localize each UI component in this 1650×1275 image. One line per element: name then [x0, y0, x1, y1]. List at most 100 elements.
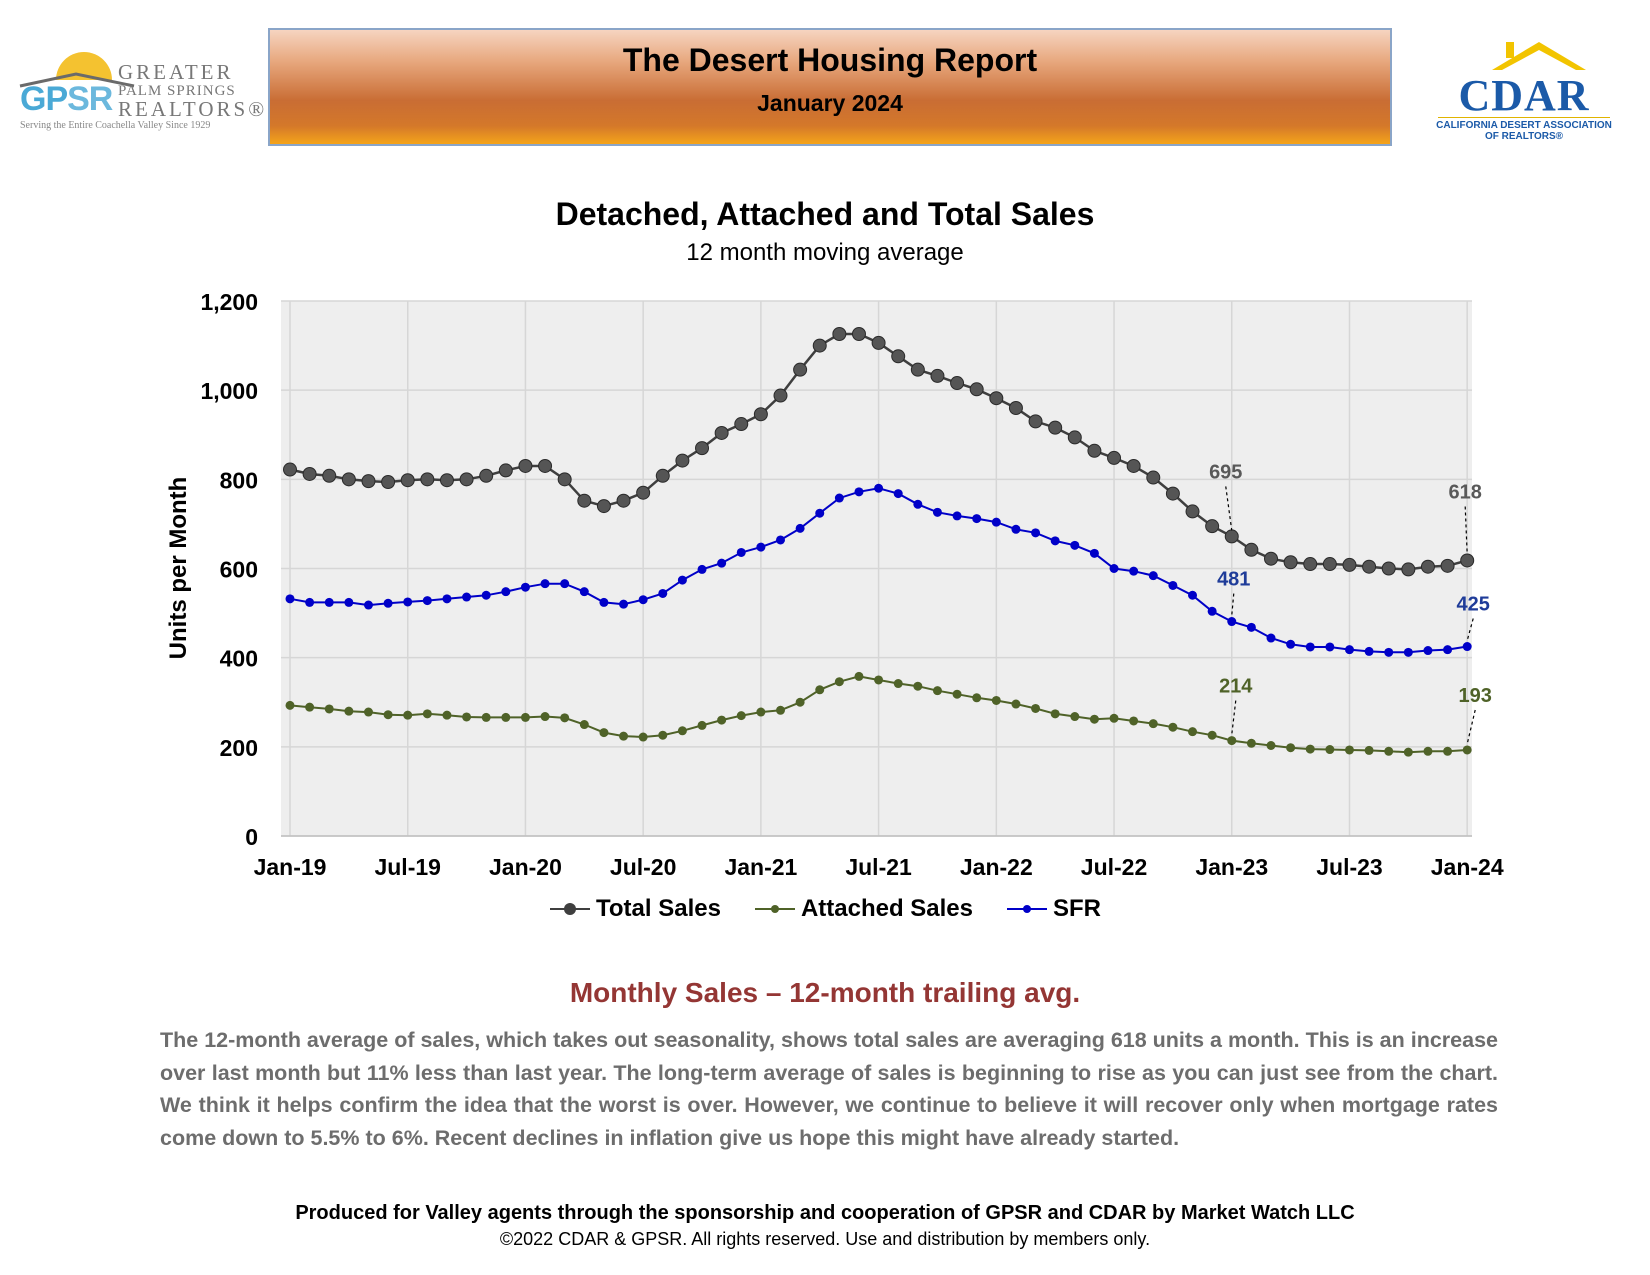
- attached-sales-point: [854, 671, 864, 681]
- attached-sales-point: [1031, 703, 1041, 713]
- legend-sfr-marker: [1007, 905, 1048, 913]
- cdar-name-line1: CALIFORNIA DESERT ASSOCIATION: [1436, 120, 1612, 131]
- attached-sales-point: [1325, 745, 1335, 755]
- total-sales-point: [400, 473, 415, 488]
- total-sales-point: [341, 472, 356, 487]
- annotation-leader: [1231, 593, 1235, 616]
- attached-sales-point: [756, 707, 766, 717]
- sfr-point: [1109, 564, 1119, 573]
- y-tick-label: 0: [245, 824, 258, 850]
- y-tick-label: 1,200: [200, 289, 258, 315]
- data-label: 481: [1217, 569, 1250, 591]
- chart-legend: Total Sales Attached Sales SFR: [548, 895, 1101, 923]
- cdar-abbr: CDAR: [1458, 71, 1590, 120]
- y-tick-label: 800: [220, 467, 258, 493]
- data-label: 618: [1449, 481, 1482, 503]
- attached-sales-point: [776, 705, 785, 715]
- attached-sales-point: [481, 712, 491, 722]
- total-sales-point: [459, 472, 474, 487]
- attached-sales-point: [1148, 719, 1158, 729]
- attached-sales-point: [520, 712, 530, 722]
- sfr-point: [1129, 566, 1139, 576]
- sfr-point: [1344, 645, 1354, 655]
- legend-total-marker: [550, 903, 590, 915]
- x-tick-label: Jul-23: [1316, 854, 1382, 880]
- total-sales-point: [871, 335, 886, 350]
- total-sales-point: [596, 499, 611, 514]
- gpsr-name-line2: PALM SPRINGS: [118, 83, 236, 99]
- attached-sales-point: [540, 712, 550, 722]
- sfr-point: [501, 587, 511, 597]
- attached-sales-point: [1168, 722, 1178, 732]
- sfr-point: [599, 597, 609, 607]
- attached-sales-point: [815, 685, 825, 695]
- attached-sales-point: [991, 695, 1001, 705]
- sfr-point: [1207, 606, 1217, 616]
- attached-sales-point: [736, 711, 746, 721]
- attached-sales-point: [579, 720, 589, 730]
- sfr-point: [913, 499, 923, 509]
- total-sales-point: [812, 338, 827, 353]
- total-sales-point: [1067, 430, 1082, 445]
- sfr-point: [972, 514, 982, 524]
- total-sales-point: [361, 474, 376, 489]
- gpsr-tagline: Serving the Entire Coachella Valley Sinc…: [20, 120, 211, 131]
- legend-sfr: SFR: [1005, 895, 1101, 923]
- sfr-point: [403, 597, 413, 607]
- sfr-point: [756, 542, 766, 552]
- total-sales-point: [1028, 414, 1043, 429]
- total-sales-point: [1048, 420, 1063, 435]
- data-label: 695: [1209, 461, 1242, 483]
- total-sales-point: [1107, 450, 1122, 465]
- gpsr-name-line1: GREATER: [118, 60, 234, 84]
- y-tick-label: 1,000: [200, 378, 258, 404]
- x-tick-label: Jul-19: [374, 854, 440, 880]
- attached-sales-point: [1050, 709, 1060, 719]
- attached-sales-point: [1423, 746, 1433, 756]
- total-sales-point: [1283, 555, 1298, 570]
- data-label: 193: [1459, 685, 1492, 707]
- total-sales-point: [616, 493, 631, 508]
- sfr-point: [619, 599, 629, 609]
- sfr-point: [795, 523, 805, 533]
- total-sales-point: [695, 441, 710, 456]
- sfr-point: [736, 547, 746, 557]
- footer-credit: Produced for Valley agents through the s…: [295, 1202, 1355, 1224]
- attached-sales-point: [619, 731, 629, 741]
- attached-sales-point: [1305, 744, 1315, 754]
- sfr-point: [776, 535, 785, 545]
- sfr-point: [363, 600, 373, 610]
- report-title: The Desert Housing Report: [622, 42, 1038, 78]
- sfr-point: [560, 579, 570, 589]
- x-tick-label: Jan-22: [960, 854, 1033, 880]
- total-sales-point: [773, 388, 788, 403]
- sfr-point: [1227, 617, 1237, 627]
- attached-sales-point: [383, 710, 393, 720]
- y-tick-label: 200: [220, 735, 258, 761]
- attached-sales-point: [599, 728, 609, 738]
- attached-sales-point: [717, 715, 727, 725]
- sfr-point: [834, 493, 844, 503]
- attached-sales-point: [1344, 745, 1354, 755]
- sfr-point: [520, 582, 530, 592]
- sfr-point: [1305, 642, 1315, 652]
- total-sales-point: [1126, 458, 1141, 473]
- attached-sales-point: [305, 702, 315, 712]
- total-sales-point: [1264, 551, 1278, 566]
- total-sales-point: [950, 376, 965, 391]
- attached-sales-point: [638, 732, 648, 742]
- sfr-point: [932, 507, 942, 517]
- attached-sales-point: [795, 697, 805, 707]
- total-sales-point: [1381, 561, 1396, 576]
- legend-total-label: Total Sales: [596, 895, 721, 922]
- total-sales-point: [283, 462, 297, 477]
- chart-subtitle: 12 month moving average: [686, 239, 964, 266]
- sfr-point: [1423, 646, 1433, 656]
- total-sales-point: [538, 458, 553, 473]
- footer-copyright: ©2022 CDAR & GPSR. All rights reserved. …: [499, 1229, 1151, 1249]
- total-sales-point: [1244, 542, 1259, 557]
- attached-sales-point: [501, 712, 511, 722]
- report-date: January 2024: [757, 90, 903, 116]
- total-sales-point: [1303, 557, 1318, 572]
- attached-sales-point: [1227, 736, 1237, 746]
